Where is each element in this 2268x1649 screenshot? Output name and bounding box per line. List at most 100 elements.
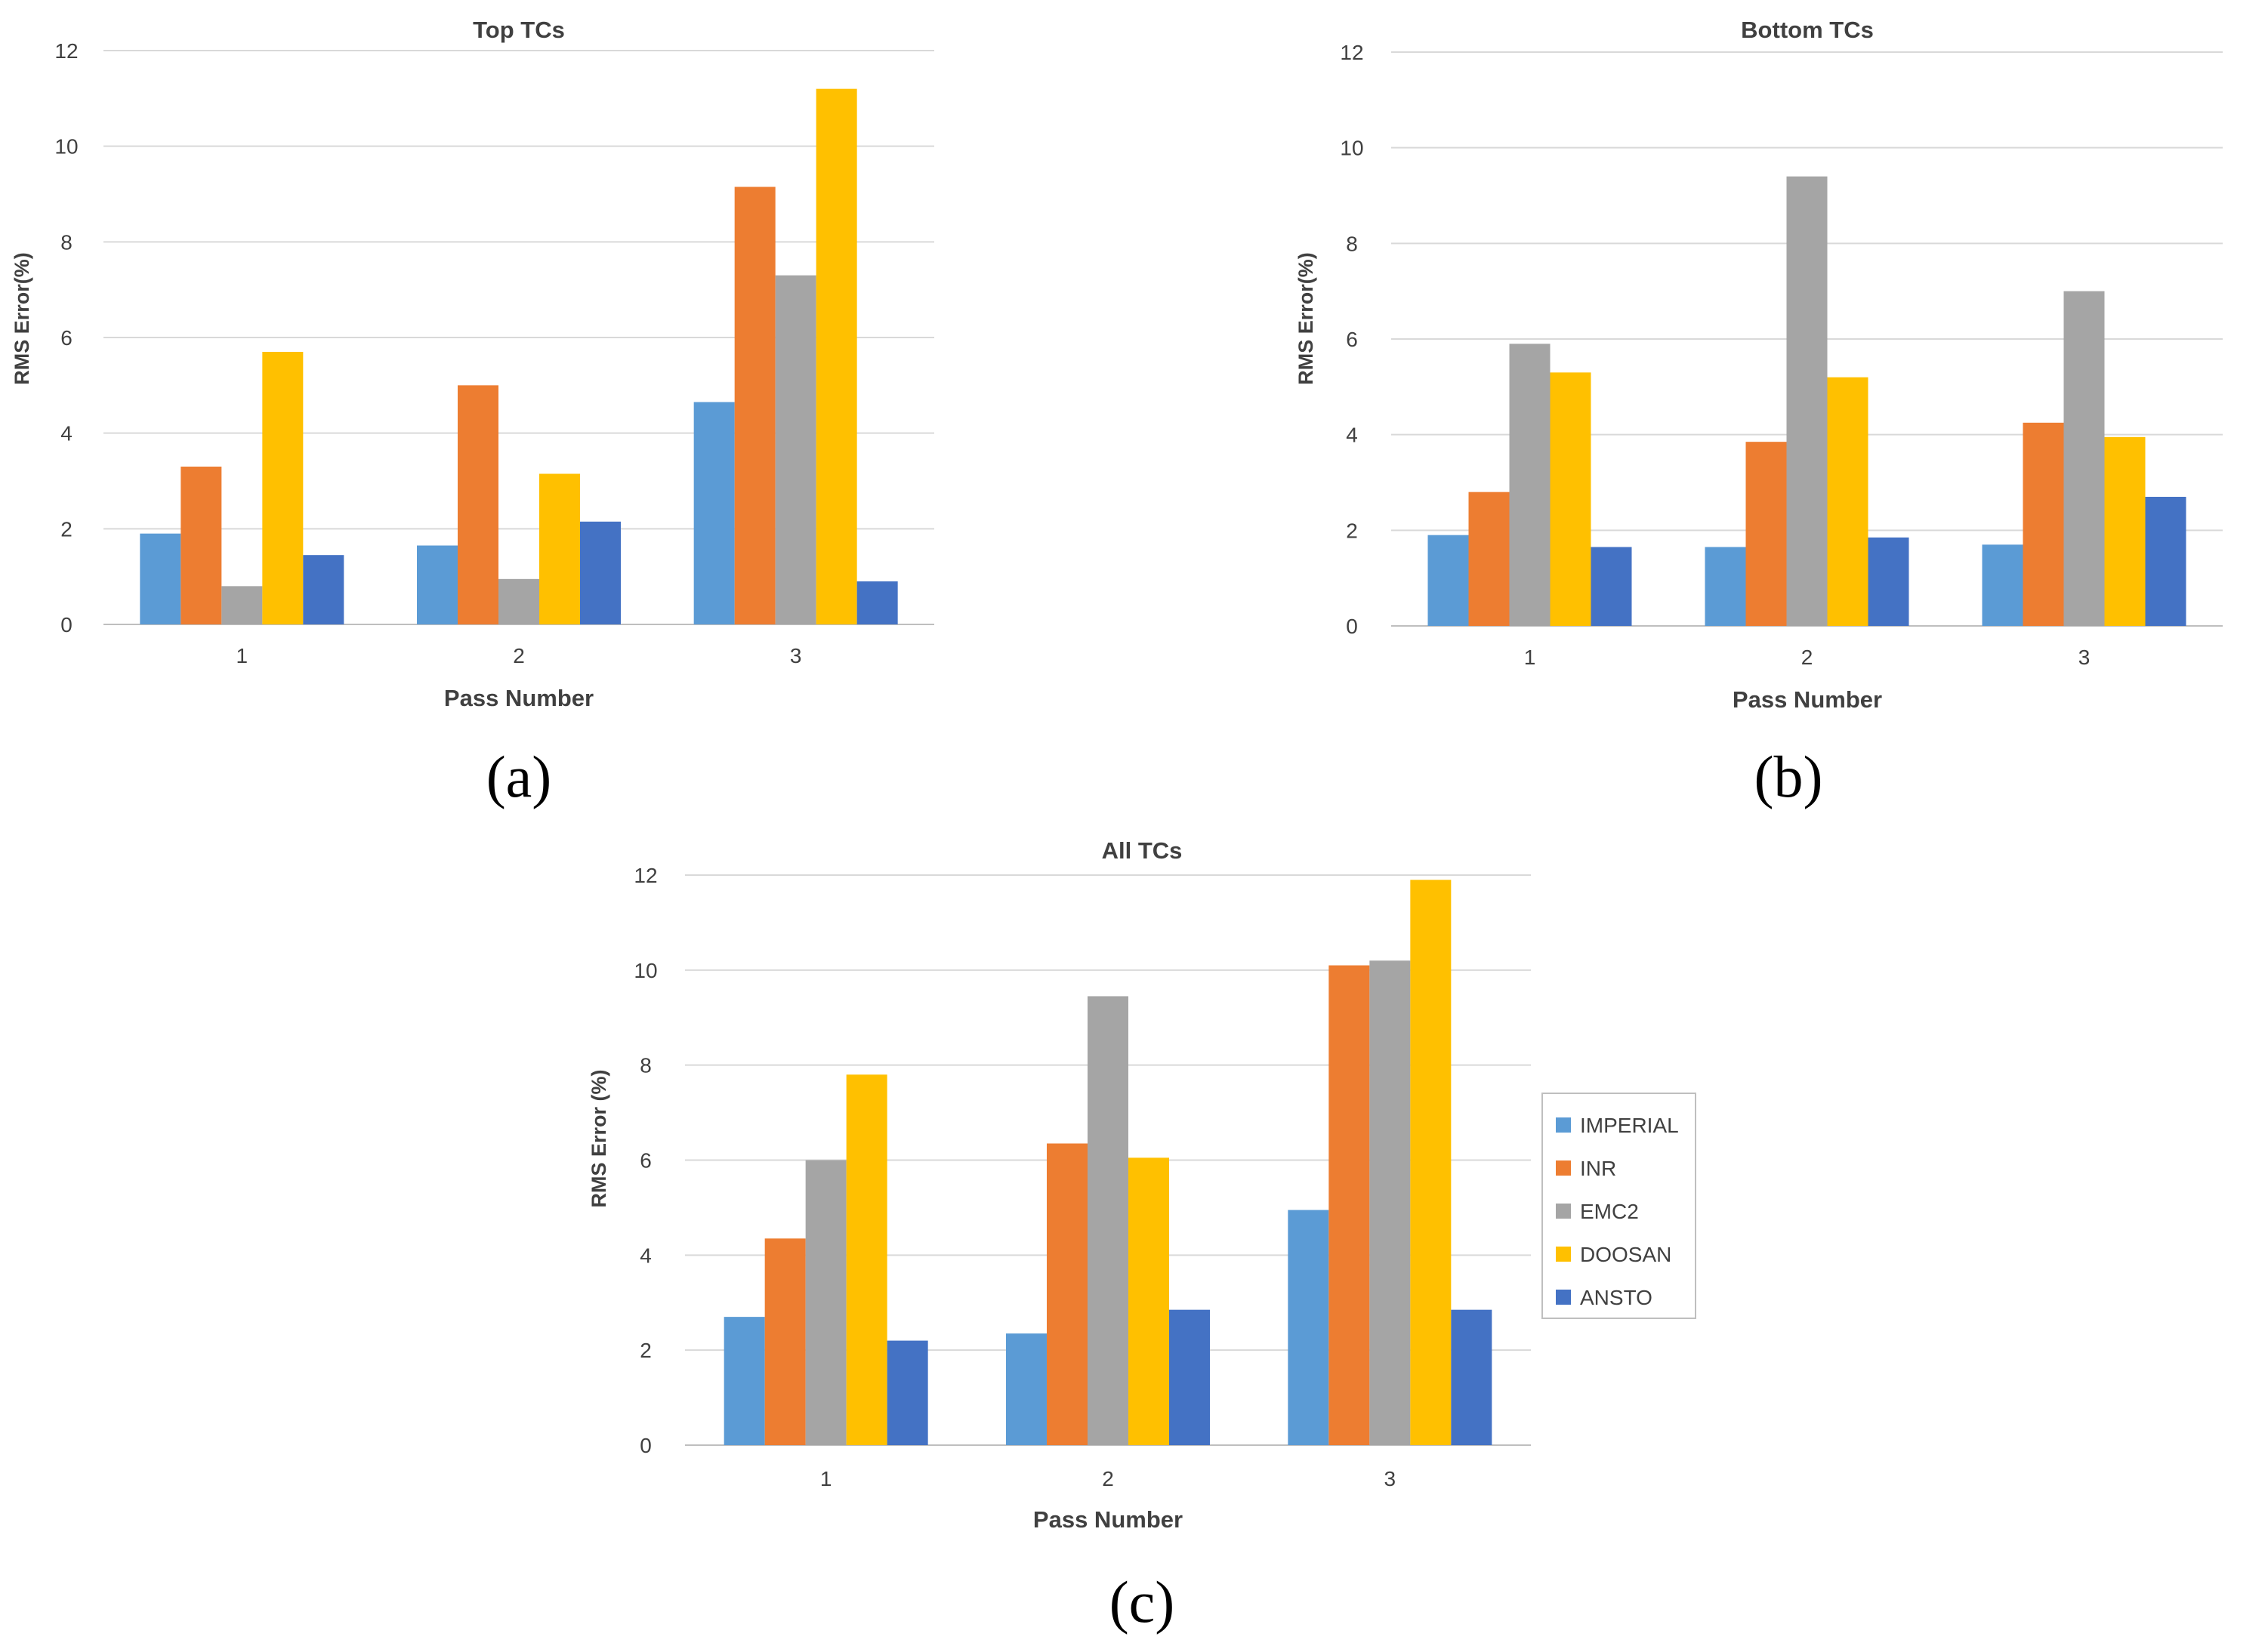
- x-axis-title: Pass Number: [1733, 686, 1882, 713]
- bar-imperial-pass-1: [724, 1317, 765, 1445]
- x-axis-title: Pass Number: [444, 685, 594, 711]
- x-tick-label: 3: [790, 644, 802, 667]
- bar-doosan-pass-1: [262, 352, 304, 624]
- x-tick-label: 3: [2078, 646, 2091, 669]
- legend-label-inr: INR: [1580, 1157, 1616, 1180]
- y-tick-label: 6: [1346, 328, 1358, 351]
- bar-imperial-pass-1: [1427, 535, 1469, 626]
- bar-emc2-pass-2: [1786, 176, 1828, 626]
- bar-emc2-pass-2: [1088, 996, 1128, 1445]
- bar-doosan-pass-1: [1550, 372, 1591, 626]
- chart-title: Top TCs: [473, 17, 565, 43]
- legend-item-doosan: DOOSAN: [1556, 1243, 1671, 1266]
- y-tick-label: 8: [1346, 232, 1358, 255]
- y-tick-label: 4: [60, 422, 73, 445]
- legend-swatch-ansto: [1556, 1290, 1571, 1305]
- y-tick-label: 10: [634, 959, 657, 982]
- legend-label-emc2: EMC2: [1580, 1200, 1639, 1223]
- bar-imperial-pass-1: [140, 533, 181, 624]
- legend-item-imperial: IMPERIAL: [1556, 1114, 1679, 1137]
- bar-imperial-pass-2: [1006, 1333, 1047, 1445]
- y-axis-title: RMS Error (%): [588, 1069, 610, 1207]
- bar-emc2-pass-1: [805, 1160, 847, 1445]
- x-tick-label: 2: [1801, 646, 1813, 669]
- legend-swatch-inr: [1556, 1160, 1571, 1176]
- panel-label: (c): [1109, 1569, 1175, 1635]
- legend-swatch-emc2: [1556, 1204, 1571, 1219]
- panel-bottom-tcs: Bottom TCs RMS Error(%) Pass Number (b) …: [1294, 17, 2223, 809]
- chart-title: Bottom TCs: [1741, 17, 1874, 43]
- bar-doosan-pass-1: [846, 1074, 887, 1445]
- legend-item-ansto: ANSTO: [1556, 1286, 1652, 1309]
- panel-label: (a): [486, 744, 552, 809]
- y-tick-label: 6: [60, 326, 73, 350]
- bar-inr-pass-2: [458, 385, 498, 624]
- legend-swatch-doosan: [1556, 1247, 1571, 1262]
- bar-emc2-pass-3: [1369, 960, 1411, 1445]
- legend-swatch-imperial: [1556, 1117, 1571, 1133]
- bar-ansto-pass-2: [1868, 537, 1909, 626]
- bar-ansto-pass-1: [887, 1340, 928, 1445]
- y-axis-title: RMS Error(%): [11, 252, 33, 385]
- legend-item-emc2: EMC2: [1556, 1200, 1639, 1223]
- x-tick-label: 2: [513, 644, 525, 667]
- bar-inr-pass-1: [764, 1238, 806, 1445]
- y-tick-label: 12: [634, 864, 657, 887]
- bar-inr-pass-3: [734, 186, 776, 624]
- bar-doosan-pass-2: [1128, 1157, 1169, 1445]
- legend-item-inr: INR: [1556, 1157, 1616, 1180]
- bar-inr-pass-1: [1468, 492, 1510, 626]
- y-tick-label: 12: [54, 39, 78, 63]
- y-tick-label: 8: [640, 1054, 652, 1077]
- bar-imperial-pass-3: [693, 402, 735, 624]
- bar-doosan-pass-3: [2104, 436, 2146, 626]
- bar-ansto-pass-2: [580, 521, 621, 624]
- y-tick-label: 12: [1340, 41, 1363, 64]
- panel-label: (b): [1754, 744, 1823, 809]
- bar-emc2-pass-2: [498, 578, 539, 624]
- bar-ansto-pass-2: [1169, 1309, 1210, 1445]
- bar-inr-pass-3: [2023, 422, 2064, 626]
- bar-doosan-pass-3: [1410, 880, 1452, 1445]
- y-tick-label: 0: [640, 1434, 652, 1457]
- y-tick-label: 0: [60, 613, 73, 636]
- x-tick-label: 1: [1524, 646, 1536, 669]
- y-tick-label: 0: [1346, 615, 1358, 638]
- y-tick-label: 10: [54, 135, 78, 159]
- y-axis-title: RMS Error(%): [1294, 252, 1317, 385]
- y-tick-label: 8: [60, 230, 73, 254]
- panel-top-tcs: Top TCs RMS Error(%) Pass Number (a) 0 2 4…: [11, 17, 934, 809]
- bar-doosan-pass-2: [1827, 377, 1868, 626]
- legend-label-imperial: IMPERIAL: [1580, 1114, 1679, 1137]
- bar-inr-pass-1: [181, 467, 222, 624]
- bar-emc2-pass-3: [775, 275, 816, 624]
- bar-imperial-pass-2: [417, 545, 458, 624]
- bar-doosan-pass-2: [539, 473, 580, 624]
- y-tick-label: 2: [60, 517, 73, 541]
- y-tick-label: 4: [1346, 424, 1358, 447]
- bar-imperial-pass-2: [1705, 547, 1746, 626]
- legend: IMPERIAL INR EMC2 DOOSAN ANSTO: [1541, 1093, 1696, 1319]
- legend-label-ansto: ANSTO: [1580, 1286, 1652, 1309]
- bar-emc2-pass-3: [2063, 291, 2105, 626]
- x-tick-label: 1: [236, 644, 248, 667]
- x-axis-title: Pass Number: [1033, 1506, 1183, 1533]
- bar-ansto-pass-3: [2145, 497, 2186, 626]
- bar-imperial-pass-3: [1982, 544, 2023, 626]
- bar-imperial-pass-3: [1288, 1210, 1329, 1445]
- legend-label-doosan: DOOSAN: [1580, 1243, 1671, 1266]
- y-tick-label: 4: [640, 1244, 652, 1267]
- bar-emc2-pass-1: [1509, 344, 1551, 626]
- bar-ansto-pass-3: [856, 581, 898, 624]
- bar-inr-pass-2: [1047, 1143, 1088, 1445]
- bar-doosan-pass-3: [816, 88, 857, 624]
- bar-inr-pass-2: [1745, 442, 1787, 626]
- y-tick-label: 6: [640, 1149, 652, 1173]
- y-tick-label: 2: [640, 1339, 652, 1362]
- x-tick-label: 1: [820, 1467, 832, 1490]
- y-tick-label: 10: [1340, 137, 1363, 160]
- bar-ansto-pass-1: [303, 555, 344, 624]
- panel-all-tcs: All TCs RMS Error (%) Pass Number (c) 0 2…: [588, 837, 1696, 1635]
- chart-title: All TCs: [1102, 837, 1183, 864]
